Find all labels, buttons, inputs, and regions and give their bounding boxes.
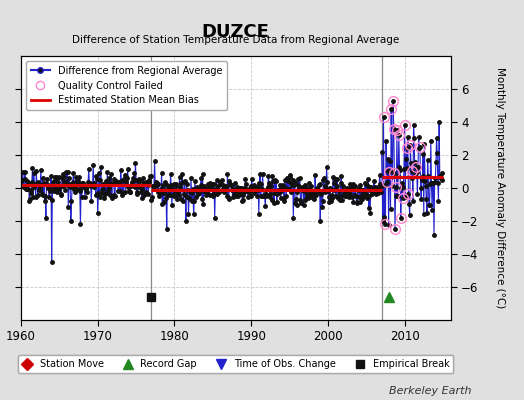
Legend: Station Move, Record Gap, Time of Obs. Change, Empirical Break: Station Move, Record Gap, Time of Obs. C… [18, 356, 453, 373]
Text: Berkeley Earth: Berkeley Earth [389, 386, 472, 396]
Text: Difference of Station Temperature Data from Regional Average: Difference of Station Temperature Data f… [72, 36, 399, 46]
Y-axis label: Monthly Temperature Anomaly Difference (°C): Monthly Temperature Anomaly Difference (… [495, 67, 505, 309]
Title: DUZCE: DUZCE [202, 22, 270, 40]
